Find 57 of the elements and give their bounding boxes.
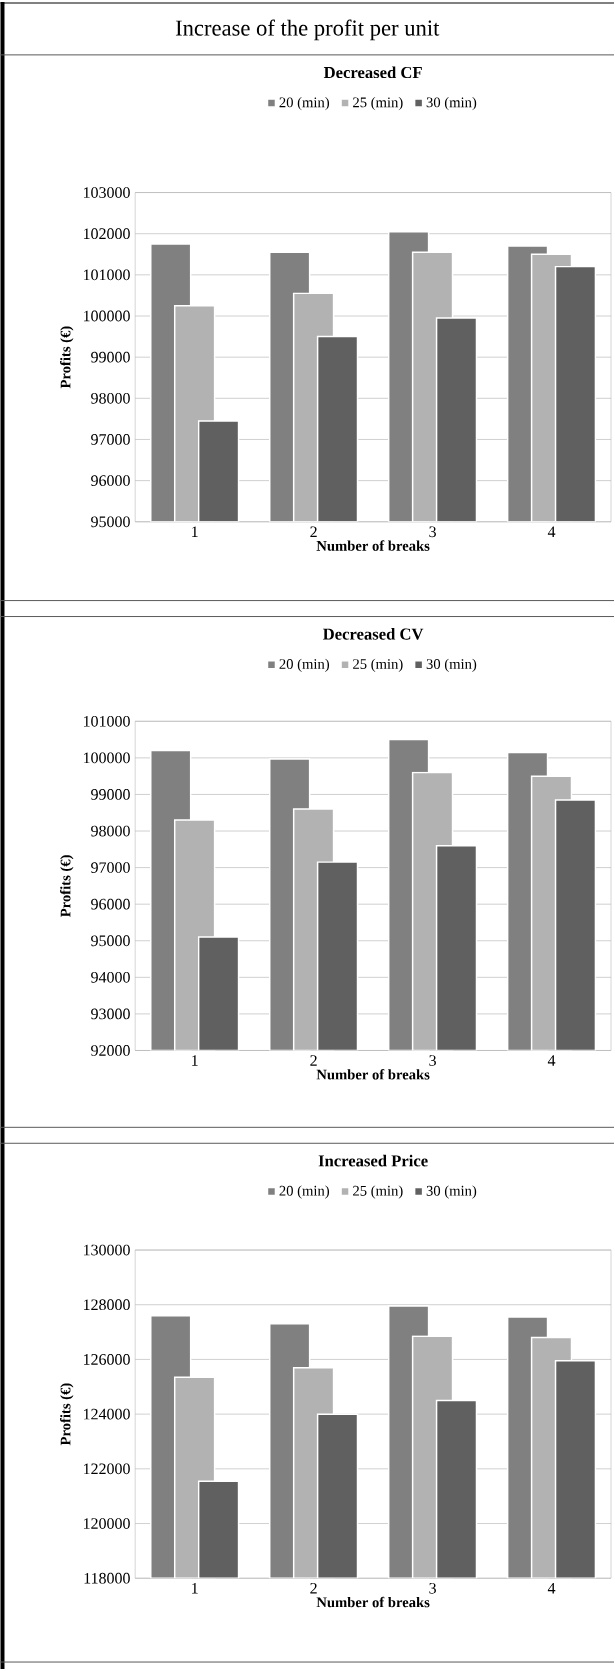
y-tick-label: 100000	[84, 310, 131, 322]
y-tick-label: 95000	[91, 935, 131, 947]
y-tick-label: 99000	[91, 789, 131, 800]
y-tick-label: 102000	[84, 228, 131, 240]
y-tick-label: 130000	[84, 1244, 131, 1256]
chart-title: Increased Price	[318, 1154, 428, 1167]
y-axis-title: Profits (€)	[60, 326, 74, 389]
y-tick-label: 101000	[84, 269, 131, 281]
legend-label: 25 (min)	[353, 1185, 403, 1199]
y-tick-label: 126000	[84, 1354, 131, 1365]
y-tick-label: 99000	[91, 351, 131, 363]
x-tick-label: 1	[192, 1055, 198, 1066]
y-tick-label: 120000	[84, 1518, 131, 1529]
y-tick-label: 118000	[84, 1572, 131, 1584]
x-axis-title: Number of breaks	[316, 1596, 430, 1608]
x-tick-label: 1	[192, 526, 198, 537]
y-axis-title: Profits (€)	[60, 855, 74, 917]
y-tick-label: 97000	[91, 862, 131, 873]
y-tick-label: 101000	[84, 715, 131, 727]
y-tick-label: 93000	[91, 1008, 131, 1020]
y-tick-label: 98000	[91, 825, 131, 837]
x-tick-label: 4	[548, 1055, 556, 1066]
y-tick-label: 92000	[91, 1045, 131, 1056]
legend-label: 30 (min)	[426, 97, 477, 111]
y-tick-label: 97000	[91, 434, 131, 445]
text: Increase of the profit per unit	[176, 19, 440, 41]
x-tick-label: 3	[429, 526, 437, 538]
legend-label: 30 (min)	[426, 658, 477, 672]
chart-title: Decreased CV	[323, 627, 424, 640]
y-tick-label: 94000	[91, 971, 131, 983]
x-tick-label: 4	[548, 1582, 556, 1594]
y-axis-title: Profits (€)	[60, 1383, 74, 1446]
x-tick-label: 3	[429, 1582, 437, 1594]
x-tick-label: 2	[310, 526, 317, 538]
x-axis-title: Number of breaks	[316, 1069, 430, 1080]
legend-label: 20 (min)	[279, 658, 330, 672]
y-tick-label: 103000	[84, 187, 131, 198]
y-tick-label: 95000	[91, 516, 131, 528]
x-tick-label: 2	[310, 1055, 317, 1066]
x-tick-label: 4	[548, 526, 556, 537]
legend-label: 25 (min)	[353, 658, 403, 672]
y-tick-label: 124000	[84, 1408, 131, 1420]
y-tick-label: 96000	[91, 475, 131, 486]
y-tick-label: 98000	[91, 392, 131, 404]
legend-label: 20 (min)	[279, 97, 330, 111]
y-tick-label: 100000	[84, 752, 131, 764]
legend-label: 20 (min)	[279, 1185, 330, 1199]
legend-label: 30 (min)	[426, 1185, 477, 1199]
y-tick-label: 122000	[84, 1463, 131, 1475]
x-tick-label: 1	[192, 1582, 198, 1594]
chart-title: Decreased CF	[324, 66, 423, 79]
x-axis-title: Number of breaks	[316, 540, 430, 551]
x-tick-label: 3	[429, 1055, 437, 1066]
y-tick-label: 128000	[84, 1299, 131, 1311]
x-tick-label: 2	[310, 1582, 317, 1594]
legend-label: 25 (min)	[353, 97, 403, 111]
y-tick-label: 96000	[91, 898, 131, 910]
